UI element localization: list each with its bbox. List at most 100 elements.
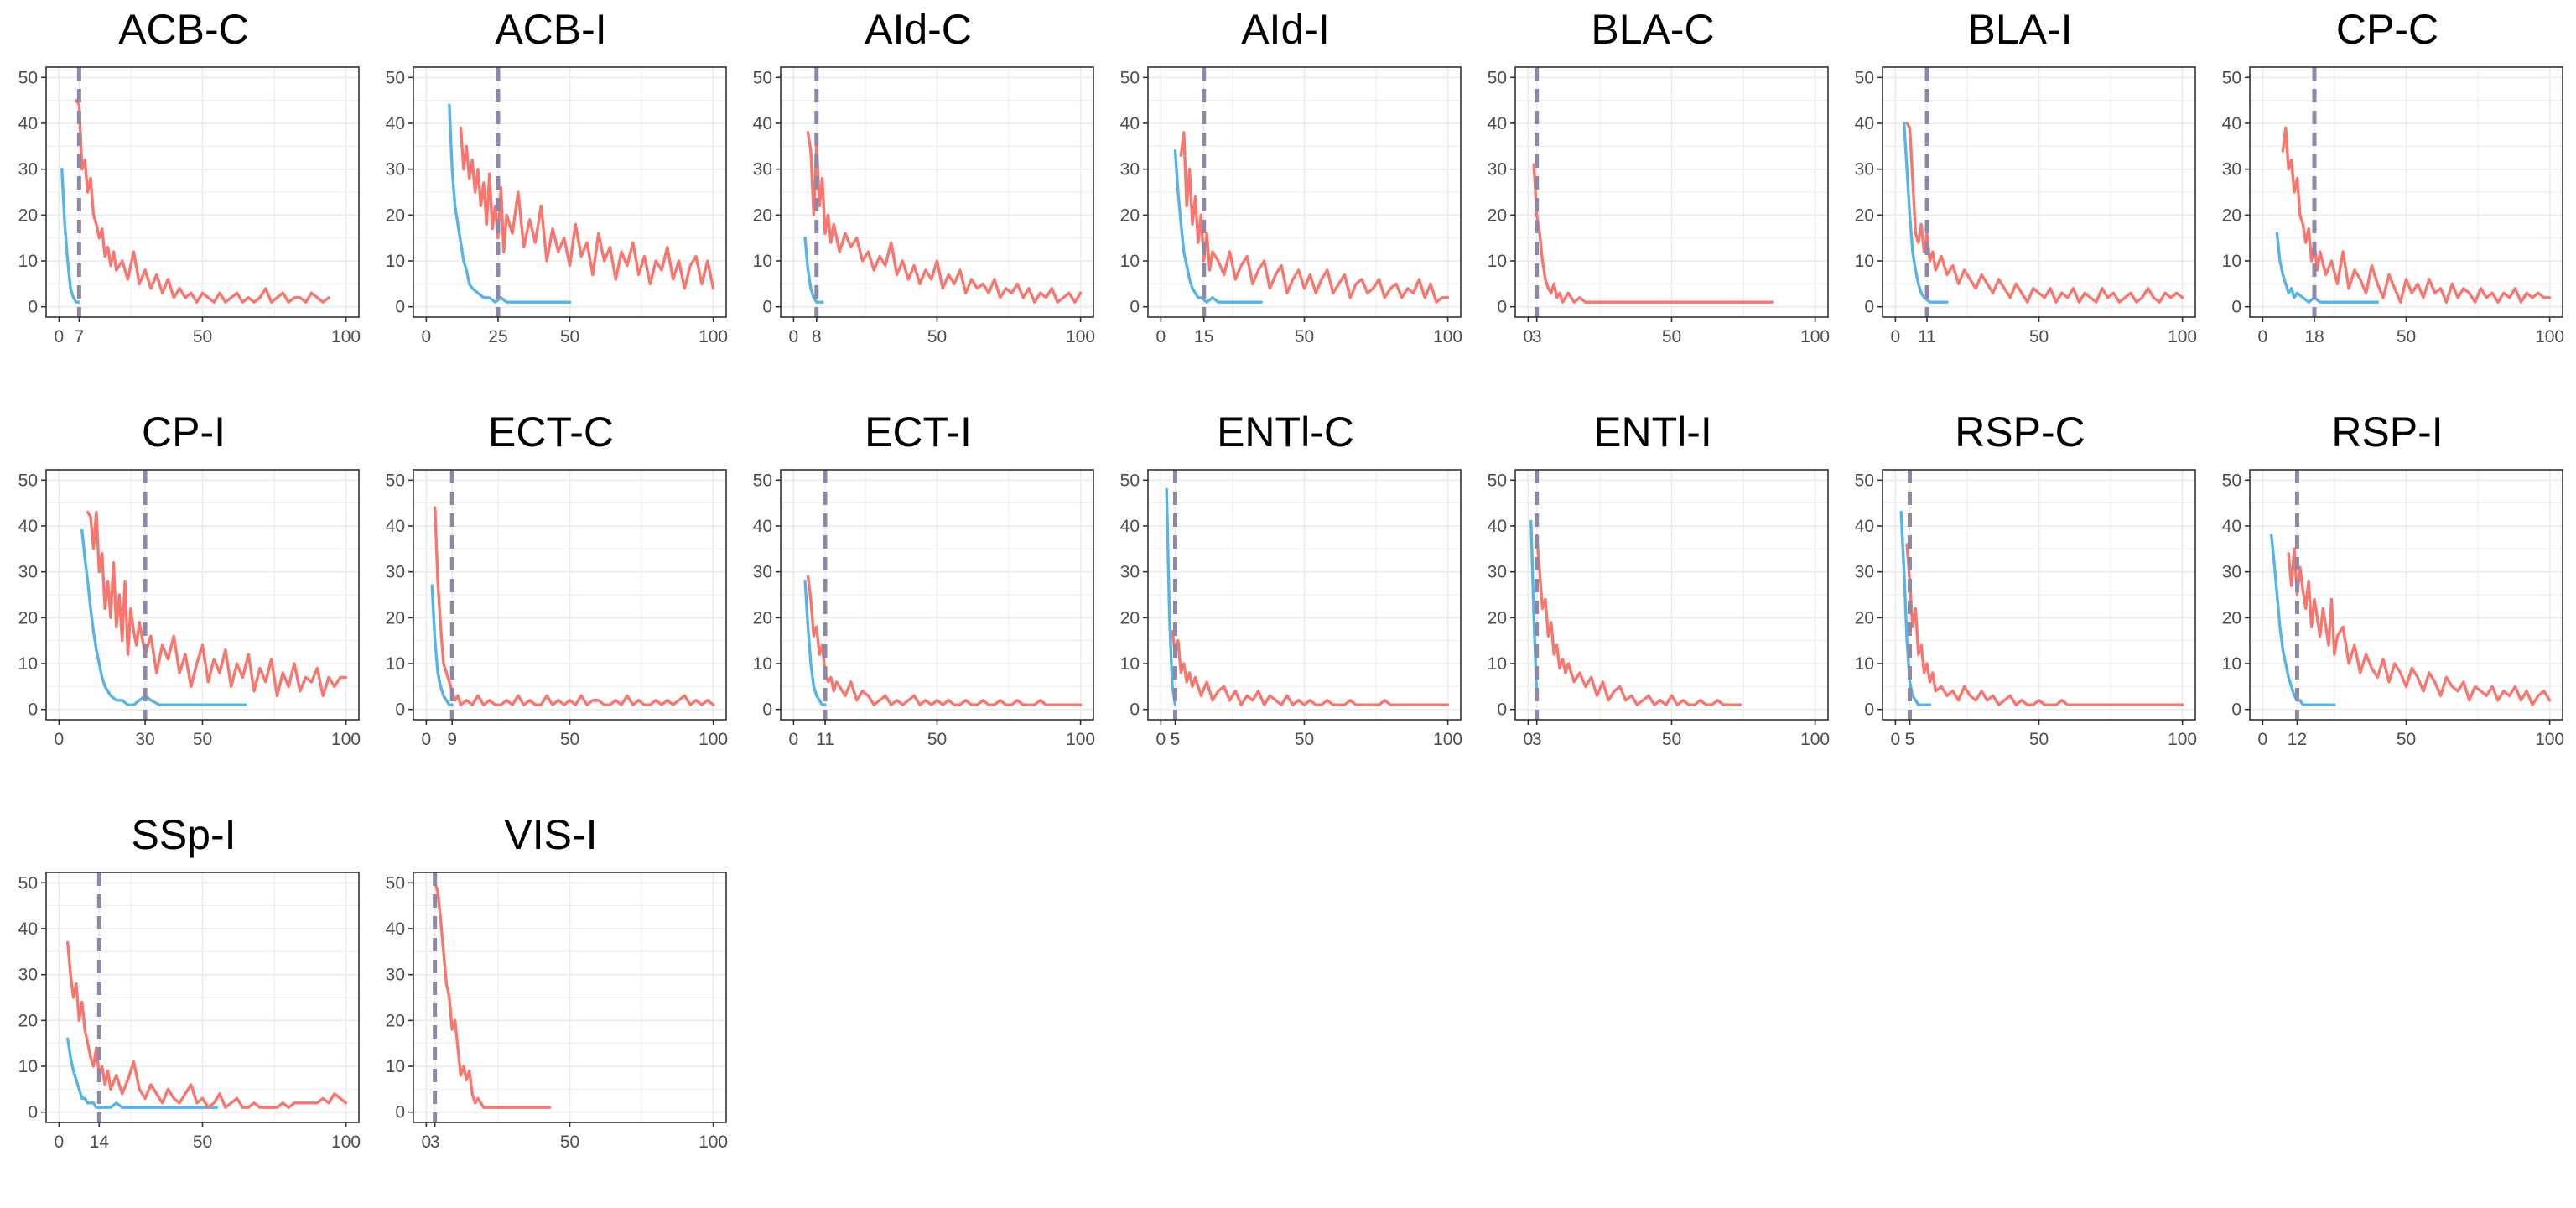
x-tick-label: 0 [55, 327, 65, 346]
x-tick-label: 50 [1662, 730, 1681, 749]
y-tick-label: 20 [2222, 608, 2241, 627]
y-tick-label: 10 [18, 654, 38, 674]
x-tick-label: 50 [193, 730, 212, 749]
y-tick-label: 40 [1488, 517, 1507, 536]
x-tick-label: 3 [1532, 730, 1542, 749]
y-tick-label: 50 [386, 471, 405, 490]
x-tick-label: 100 [331, 730, 361, 749]
x-tick-label: 0 [789, 327, 799, 346]
x-tick-label: 100 [1066, 327, 1095, 346]
x-tick-label: 100 [2535, 327, 2564, 346]
facet-panel: SSp-I 0 10 20 30 40 50 0 14 50 100 [0, 805, 367, 1208]
x-tick-label: 0 [1891, 730, 1901, 749]
x-tick-label: 50 [1295, 730, 1314, 749]
facet-panel: ACB-C 0 10 20 30 40 50 0 7 50 100 [0, 0, 367, 403]
y-tick-label: 50 [2222, 68, 2241, 87]
facet-panel: BLA-C 0 10 20 30 40 50 0 3 50 100 [1469, 0, 1836, 403]
x-tick-label: 0 [2258, 327, 2268, 346]
x-tick-label: 50 [560, 327, 579, 346]
x-tick-label: 100 [1433, 730, 1462, 749]
y-tick-label: 40 [18, 919, 38, 939]
y-tick-label: 0 [1864, 700, 1874, 720]
y-tick-label: 10 [1120, 252, 1140, 271]
y-tick-label: 0 [28, 298, 38, 317]
y-tick-label: 10 [2222, 654, 2241, 674]
y-tick-label: 20 [2222, 206, 2241, 225]
y-tick-label: 50 [1488, 471, 1507, 490]
y-tick-label: 30 [753, 160, 772, 180]
y-tick-label: 20 [1488, 206, 1507, 225]
y-tick-label: 0 [1130, 298, 1140, 317]
panel-title: CP-I [142, 409, 226, 456]
x-tick-label: 50 [1295, 327, 1314, 346]
y-tick-label: 20 [18, 608, 38, 627]
panel-title: VIS-I [504, 811, 598, 858]
panel-title: ECT-C [488, 409, 614, 456]
y-tick-label: 10 [1120, 654, 1140, 674]
y-tick-label: 50 [2222, 471, 2241, 490]
y-tick-label: 40 [386, 114, 405, 133]
y-tick-label: 10 [2222, 252, 2241, 271]
series-line-blue [2275, 232, 2379, 304]
series-line-red [75, 98, 330, 304]
facet-panel: BLA-I 0 10 20 30 40 50 0 11 50 100 [1836, 0, 2204, 403]
y-tick-label: 30 [18, 563, 38, 582]
panel-title: AId-I [1241, 6, 1330, 53]
y-tick-label: 50 [18, 873, 38, 893]
y-tick-label: 0 [2231, 700, 2241, 720]
series-line-blue [2270, 534, 2336, 706]
y-tick-label: 30 [18, 966, 38, 985]
y-tick-label: 10 [18, 252, 38, 271]
y-tick-label: 50 [386, 68, 405, 87]
x-tick-label: 100 [699, 730, 728, 749]
series-line-blue [1903, 122, 1949, 304]
y-tick-label: 20 [1855, 206, 1874, 225]
y-tick-label: 50 [1855, 471, 1874, 490]
y-tick-label: 20 [1488, 608, 1507, 627]
facet-panel: AId-I 0 10 20 30 40 50 0 15 50 100 [1102, 0, 1469, 403]
y-tick-label: 50 [753, 471, 772, 490]
x-tick-label: 0 [1524, 730, 1534, 749]
panel-plot: 0 10 20 30 40 50 0 12 50 100 [2222, 469, 2564, 749]
x-tick-label: 100 [331, 327, 361, 346]
x-tick-label: 50 [2397, 730, 2416, 749]
y-tick-label: 30 [1120, 563, 1140, 582]
panel-title: SSp-I [131, 811, 236, 858]
panel-plot: 0 10 20 30 40 50 0 15 50 100 [1120, 66, 1462, 346]
y-tick-label: 40 [1120, 114, 1140, 133]
y-tick-label: 20 [1120, 206, 1140, 225]
facet-panel: RSP-I 0 10 20 30 40 50 0 12 50 100 [2204, 403, 2571, 805]
series-line-red [806, 575, 1083, 706]
x-tick-label: 100 [699, 327, 728, 346]
y-tick-label: 0 [28, 1103, 38, 1122]
panel-title: BLA-I [1967, 6, 2073, 53]
series-line-blue [803, 237, 824, 304]
y-tick-label: 40 [753, 517, 772, 536]
x-tick-label: 8 [812, 327, 822, 346]
y-tick-label: 40 [2222, 517, 2241, 536]
y-tick-label: 40 [1855, 114, 1874, 133]
panel-title: ACB-C [118, 6, 249, 53]
series-line-red [2287, 547, 2552, 706]
y-tick-label: 40 [753, 114, 772, 133]
x-tick-label: 7 [75, 327, 85, 346]
x-tick-label: 100 [699, 1132, 728, 1152]
y-tick-label: 50 [386, 873, 405, 893]
y-tick-label: 0 [762, 700, 772, 720]
y-tick-label: 20 [18, 1011, 38, 1030]
panel-plot: 0 10 20 30 40 50 0 11 50 100 [1855, 66, 2197, 346]
y-tick-label: 0 [395, 298, 405, 317]
y-tick-label: 20 [1855, 608, 1874, 627]
x-tick-label: 0 [422, 327, 432, 346]
x-tick-label: 30 [135, 730, 154, 749]
series-line-red [2281, 126, 2552, 304]
y-tick-label: 10 [18, 1057, 38, 1076]
x-tick-label: 100 [1800, 730, 1830, 749]
y-tick-label: 10 [753, 654, 772, 674]
panel-title: RSP-C [1955, 409, 2085, 456]
y-tick-label: 30 [1488, 160, 1507, 180]
facet-panel: ENTl-C 0 10 20 30 40 50 0 5 50 100 [1102, 403, 1469, 805]
